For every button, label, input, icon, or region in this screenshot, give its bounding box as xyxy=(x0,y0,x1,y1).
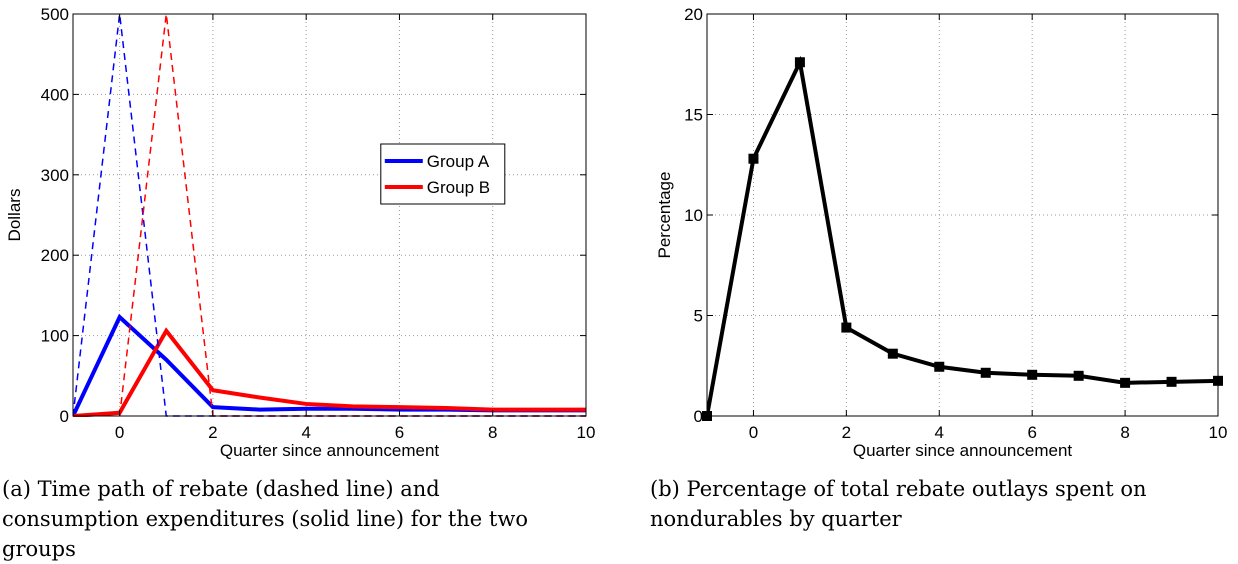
legend-label: Group B xyxy=(427,178,490,197)
y-tick-label: 300 xyxy=(41,166,69,185)
y-axis-label: Dollars xyxy=(5,189,24,242)
y-tick-label: 400 xyxy=(41,85,69,104)
legend-box xyxy=(380,143,506,205)
data-point-marker xyxy=(934,361,945,372)
x-tick-label: 4 xyxy=(301,423,310,442)
legend: Group A Group B xyxy=(380,143,506,205)
y-axis-label: Percentage xyxy=(655,172,674,259)
y-tick-label: 200 xyxy=(41,246,69,265)
data-point-marker xyxy=(1166,376,1177,387)
data-point-marker xyxy=(887,348,898,359)
y-tick-label: 20 xyxy=(684,5,703,24)
x-tick-label: 6 xyxy=(395,423,404,442)
chart-b-percentage: 0 2 4 6 8 10 0 5 10 15 20 Quarter since announcemen… xyxy=(655,5,1227,460)
legend-label: Group A xyxy=(427,152,490,171)
x-axis-label: Quarter since announcement xyxy=(220,441,440,460)
x-tick-label: 10 xyxy=(577,423,596,442)
x-tick-label: 6 xyxy=(1027,423,1036,442)
y-tick-label: 0 xyxy=(60,407,69,426)
x-tick-label: 8 xyxy=(488,423,497,442)
data-point-marker xyxy=(794,57,805,68)
series-0-line xyxy=(707,55,1218,417)
data-point-marker xyxy=(1027,369,1038,380)
x-tick-label: 2 xyxy=(208,423,217,442)
y-tick-label: 15 xyxy=(684,106,703,125)
data-point-marker xyxy=(1120,377,1131,388)
x-tick-label: 0 xyxy=(749,423,758,442)
x-tick-label: 2 xyxy=(842,423,851,442)
caption-a: (a) Time path of rebate (dashed line) an… xyxy=(2,477,528,561)
y-tick-label: 10 xyxy=(684,206,703,225)
axes-box xyxy=(72,13,587,417)
y-tick-label: 0 xyxy=(694,407,703,426)
x-tick-label: 0 xyxy=(115,423,124,442)
data-point-marker xyxy=(980,367,991,378)
caption-b: (b) Percentage of total rebate outlays s… xyxy=(650,477,1147,531)
x-tick-label: 4 xyxy=(935,423,944,442)
series-group xyxy=(707,55,1218,417)
x-axis-label: Quarter since announcement xyxy=(853,441,1073,460)
data-point-marker xyxy=(1073,370,1084,381)
data-point-marker xyxy=(841,322,852,333)
y-tick-label: 5 xyxy=(694,307,703,326)
x-tick-label: 8 xyxy=(1120,423,1129,442)
data-point-marker xyxy=(748,153,759,164)
y-tick-label: 500 xyxy=(41,5,69,24)
x-tick-label: 10 xyxy=(1209,423,1228,442)
y-tick-label: 100 xyxy=(41,327,69,346)
